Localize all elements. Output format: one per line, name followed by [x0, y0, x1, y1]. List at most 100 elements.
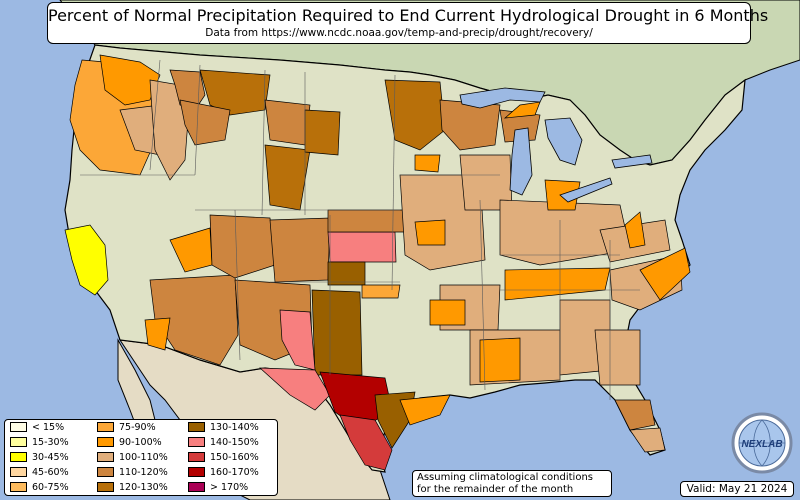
lake-michigan	[509, 127, 533, 196]
legend-item: 90-100%	[97, 436, 162, 449]
lake-ontario	[611, 154, 653, 169]
region-wisconsin-orange	[414, 154, 441, 173]
legend-item: 100-110%	[97, 451, 168, 464]
map-title: Percent of Normal Precipitation Required…	[48, 6, 769, 25]
legend-swatch	[10, 421, 27, 432]
region-utah	[209, 214, 276, 279]
region-florida-west	[614, 399, 656, 431]
legend-swatch	[97, 466, 114, 477]
title-box: Percent of Normal Precipitation Required…	[47, 2, 769, 44]
legend-swatch	[10, 466, 27, 477]
legend-label: 30-45%	[32, 452, 69, 463]
region-dakota	[304, 109, 341, 156]
legend-item: 150-160%	[188, 451, 259, 464]
region-ohio-valley	[499, 199, 631, 266]
nexlab-logo: NEXLAB	[731, 412, 793, 474]
region-oklahoma	[361, 284, 401, 299]
region-oklahoma-panhandle	[327, 261, 366, 286]
drought-regions	[64, 54, 691, 471]
legend-item: 140-150%	[188, 436, 259, 449]
legend-swatch	[10, 481, 27, 492]
legend-item: 75-90%	[97, 421, 156, 434]
region-upper-midwest	[384, 79, 446, 151]
legend-label: 75-90%	[119, 422, 156, 433]
legend-item: 130-140%	[188, 421, 259, 434]
legend-swatch	[188, 481, 205, 492]
legend-label: 150-160%	[210, 452, 259, 463]
legend-item: 160-170%	[188, 466, 259, 479]
region-arizona-orange	[144, 317, 171, 351]
legend-item: 120-130%	[97, 481, 168, 494]
region-texas-coast-orange	[399, 394, 451, 426]
region-virginia-orange	[624, 211, 646, 249]
region-florida-orange	[629, 427, 666, 453]
map-subtitle: Data from https://www.ncdc.noaa.gov/temp…	[205, 27, 593, 39]
legend-label: 60-75%	[32, 482, 69, 493]
legend-swatch	[188, 451, 205, 462]
legend-label: 110-120%	[119, 467, 168, 478]
state-line	[234, 209, 241, 361]
logo-text: NEXLAB	[741, 439, 782, 450]
region-iowa-orange	[414, 219, 446, 246]
state-line	[479, 199, 486, 391]
legend-item: 110-120%	[97, 466, 168, 479]
legend-label: 160-170%	[210, 467, 259, 478]
lake-huron	[544, 117, 583, 166]
region-wyoming	[264, 99, 311, 146]
legend-swatch	[10, 436, 27, 447]
legend-item: 45-60%	[10, 466, 69, 479]
region-montana-west	[179, 99, 231, 146]
legend: < 15% 15-30% 30-45% 45-60% 60-75% 75-90% 90-10…	[4, 419, 278, 496]
region-carolinas-orange	[639, 247, 691, 301]
legend-label: 45-60%	[32, 467, 69, 478]
legend-label: 140-150%	[210, 437, 259, 448]
legend-item: < 15%	[10, 421, 65, 434]
state-line	[391, 74, 396, 291]
state-borders	[80, 59, 640, 400]
legend-swatch	[97, 481, 114, 492]
region-big-bend	[259, 367, 331, 411]
region-colorado	[269, 217, 331, 283]
region-kansas	[327, 231, 397, 263]
state-line	[149, 59, 161, 171]
region-west-texas	[279, 309, 316, 371]
lake-erie	[559, 177, 613, 203]
valid-date: Valid: May 21 2024	[680, 481, 794, 497]
region-central-texas	[319, 371, 393, 431]
note-line-2: for the remainder of the month	[417, 484, 574, 495]
region-mississippi-orange	[479, 337, 521, 383]
region-montana	[199, 69, 271, 116]
region-georgia	[594, 329, 641, 386]
great-lakes	[459, 87, 653, 203]
legend-label: 15-30%	[32, 437, 69, 448]
legend-item: 60-75%	[10, 481, 69, 494]
legend-swatch	[97, 436, 114, 447]
region-california	[64, 224, 109, 296]
legend-label: 120-130%	[119, 482, 168, 493]
region-nebraska	[327, 209, 406, 233]
lake-superior	[459, 87, 546, 109]
legend-label: 90-100%	[119, 437, 162, 448]
legend-item: 30-45%	[10, 451, 69, 464]
legend-swatch	[97, 421, 114, 432]
region-arkansas-orange	[429, 299, 466, 326]
legend-item: 15-30%	[10, 436, 69, 449]
logo-meridian	[739, 419, 785, 467]
region-washington-cascades	[99, 54, 161, 106]
assumption-note: Assuming climatological conditions for t…	[412, 470, 612, 497]
region-south-texas	[339, 414, 393, 471]
legend-label: 100-110%	[119, 452, 168, 463]
note-line-1: Assuming climatological conditions	[417, 472, 593, 483]
state-line	[261, 69, 266, 216]
legend-label: > 170%	[210, 482, 249, 493]
legend-swatch	[188, 421, 205, 432]
state-line	[194, 64, 201, 176]
legend-swatch	[10, 451, 27, 462]
legend-label: < 15%	[32, 422, 65, 433]
region-new-mexico-east	[311, 289, 363, 376]
legend-label: 130-140%	[210, 422, 259, 433]
legend-item: > 170%	[188, 481, 249, 494]
legend-swatch	[188, 436, 205, 447]
legend-swatch	[188, 466, 205, 477]
legend-swatch	[97, 451, 114, 462]
